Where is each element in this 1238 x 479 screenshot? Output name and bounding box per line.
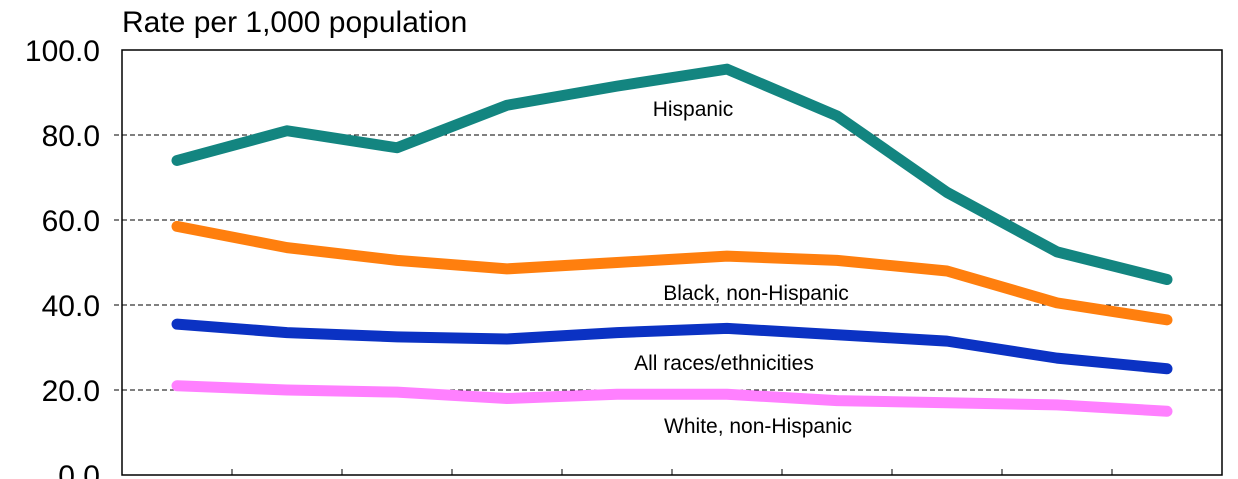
series-line — [171, 318, 1173, 375]
y-tick-label: 60.0 — [42, 205, 100, 238]
series-label: Black, non-Hispanic — [663, 282, 849, 305]
y-tick-label: 40.0 — [42, 290, 100, 323]
series-line — [171, 380, 1173, 417]
series-labels: Hispanic Black, non-Hispanic All races/eth… — [634, 98, 852, 438]
y-axis-title: Rate per 1,000 population — [122, 6, 467, 39]
y-tick-label: 100.0 — [25, 35, 100, 68]
series-line — [171, 220, 1173, 326]
series-label: Hispanic — [653, 98, 734, 121]
series-line — [171, 63, 1173, 285]
series-label: White, non-Hispanic — [664, 415, 852, 438]
y-tick-label: 80.0 — [42, 120, 100, 153]
axes — [121, 49, 1223, 476]
series-lines — [171, 63, 1173, 417]
y-tick-labels: 0.0 20.0 40.0 60.0 80.0 100.0 — [25, 35, 100, 479]
series-label: All races/ethnicities — [634, 352, 814, 375]
y-tick-label: 0.0 — [58, 460, 100, 479]
y-tick-label: 20.0 — [42, 375, 100, 408]
